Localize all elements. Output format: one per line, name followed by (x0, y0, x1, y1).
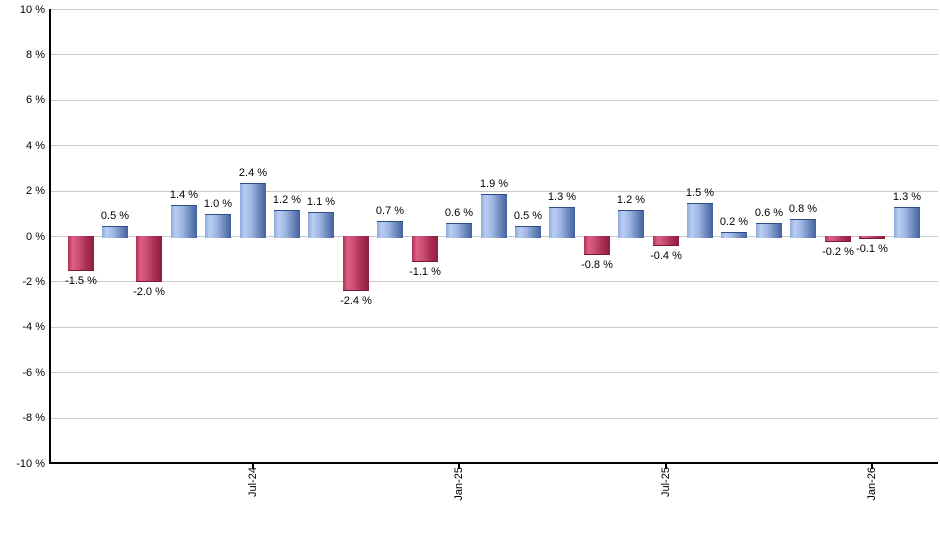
gridline (51, 281, 938, 282)
bar-value-label: 0.5 % (100, 210, 130, 222)
bar-value-label: 0.6 % (754, 207, 784, 219)
y-tick-label: -4 % (22, 321, 45, 333)
x-tick-mark (252, 463, 254, 469)
bar-value-label: -0.4 % (650, 250, 682, 262)
bar-value-label: -0.8 % (581, 259, 613, 271)
bar-value-label: -0.2 % (822, 246, 854, 258)
gridline (51, 9, 938, 10)
bar (721, 232, 747, 238)
y-tick-label: 2 % (26, 185, 45, 197)
gridline (51, 54, 938, 55)
gridline (51, 327, 938, 328)
y-tick-label: 10 % (19, 4, 45, 16)
bar-value-label: 1.0 % (203, 198, 233, 210)
gridline (51, 191, 938, 192)
y-tick-label: -2 % (22, 276, 45, 288)
bar (308, 212, 334, 238)
bar-value-label: -1.1 % (409, 266, 441, 278)
bar (618, 210, 644, 238)
bar-value-label: 2.4 % (238, 167, 268, 179)
bar-value-label: 0.7 % (375, 205, 405, 217)
bar (377, 221, 403, 238)
y-tick-label: 8 % (26, 49, 45, 61)
bar (343, 236, 369, 291)
bar-value-label: -0.1 % (856, 243, 888, 255)
gridline (51, 145, 938, 146)
bar-value-label: 1.9 % (479, 178, 509, 190)
bar (412, 236, 438, 262)
bar (102, 226, 128, 238)
bar (136, 236, 162, 282)
gridline (51, 372, 938, 373)
x-tick-mark (458, 463, 460, 469)
bar (515, 226, 541, 238)
bar-value-label: 1.2 % (272, 194, 302, 206)
bar (653, 236, 679, 246)
bar (171, 205, 197, 238)
gridline (51, 418, 938, 419)
bar-value-label: 1.5 % (685, 187, 715, 199)
bar (274, 210, 300, 238)
x-tick-mark (665, 463, 667, 469)
x-tick-label: Jan-26 (866, 467, 878, 501)
bar (825, 236, 851, 242)
bar-value-label: -2.4 % (340, 295, 372, 307)
bar (687, 203, 713, 238)
bar (549, 207, 575, 238)
bar-value-label: 1.4 % (169, 189, 199, 201)
bar (790, 219, 816, 238)
bar (859, 236, 885, 239)
bar (756, 223, 782, 238)
bar (240, 183, 266, 238)
bar-value-label: 1.1 % (306, 196, 336, 208)
x-tick-label: Jul-25 (660, 467, 672, 497)
x-axis-line (49, 462, 938, 464)
bar-value-label: 0.5 % (513, 210, 543, 222)
y-tick-label: -6 % (22, 367, 45, 379)
x-tick-label: Jul-24 (247, 467, 259, 497)
x-tick-mark (871, 463, 873, 469)
bar (584, 236, 610, 255)
bar (205, 214, 231, 238)
y-axis-line (49, 9, 51, 464)
gridline (51, 100, 938, 101)
bar-value-label: 0.2 % (719, 216, 749, 228)
y-tick-label: -10 % (16, 458, 45, 470)
bar-value-label: 0.6 % (444, 207, 474, 219)
bar-value-label: 1.3 % (892, 191, 922, 203)
x-tick-label: Jan-25 (453, 467, 465, 501)
y-tick-label: 0 % (26, 231, 45, 243)
bar-value-label: -1.5 % (65, 275, 97, 287)
bar (68, 236, 94, 271)
y-tick-label: 6 % (26, 94, 45, 106)
bar (446, 223, 472, 238)
bar (481, 194, 507, 238)
bar (894, 207, 920, 238)
bar-value-label: 1.3 % (547, 191, 577, 203)
y-tick-label: -8 % (22, 412, 45, 424)
bar-value-label: -2.0 % (133, 286, 165, 298)
bar-value-label: 1.2 % (616, 194, 646, 206)
y-tick-label: 4 % (26, 140, 45, 152)
bar-value-label: 0.8 % (788, 203, 818, 215)
